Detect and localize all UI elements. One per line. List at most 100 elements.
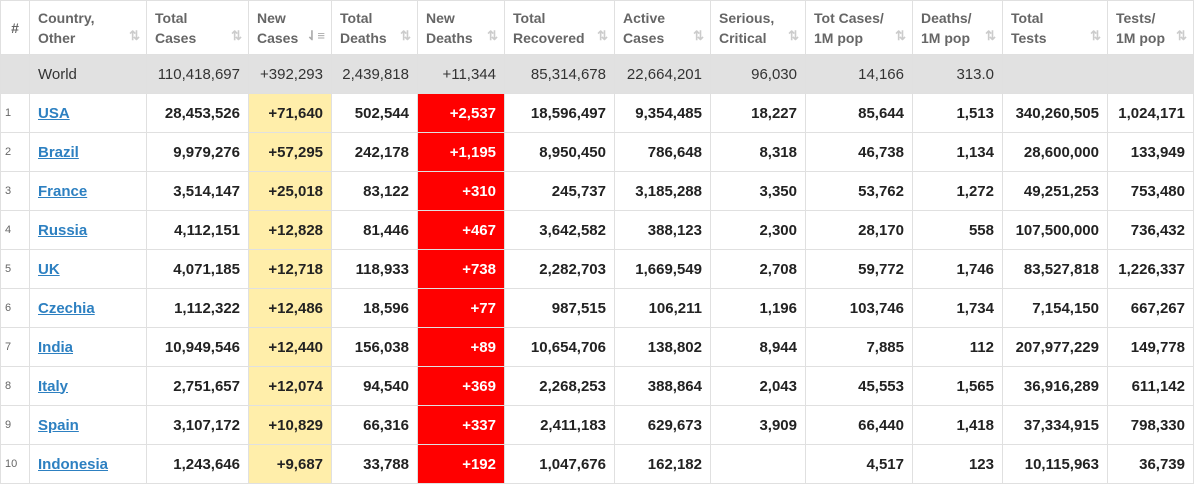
column-header-label: # [11, 19, 19, 36]
column-header-label: Active Cases [623, 9, 666, 46]
cell-serious-critical: 8,318 [710, 132, 806, 172]
country-link[interactable]: UK [38, 260, 60, 278]
sort-icon[interactable]: ⇅ [400, 28, 411, 43]
cell-active-cases: 388,864 [614, 366, 711, 406]
column-header-label: Tot Cases/1M pop [814, 9, 884, 46]
cell-serious-critical: 2,708 [710, 249, 806, 289]
sort-icon[interactable]: ⇅ [788, 28, 799, 43]
country-link[interactable]: Czechia [38, 299, 95, 317]
cell-total-tests: 7,154,150 [1002, 288, 1108, 328]
cell-total-recovered: 1,047,676 [504, 444, 615, 484]
sort-icon[interactable]: ⇅ [1176, 28, 1187, 43]
cell-total-cases: 110,418,697 [146, 54, 249, 94]
sort-icon[interactable]: ⇅ [231, 28, 242, 43]
cell-total-cases: 2,751,657 [146, 366, 249, 406]
column-header-label: New Cases [257, 9, 299, 46]
column-header-new-cases[interactable]: New Cases ⇃≡ [248, 0, 332, 55]
sort-icon[interactable]: ⇅ [693, 28, 704, 43]
cell-new-cases: +25,018 [248, 171, 332, 211]
cell-rank [0, 54, 30, 94]
column-header-total-recovered[interactable]: Total Recovered ⇅ [504, 0, 615, 55]
sort-icon[interactable]: ⇅ [1090, 28, 1101, 43]
country-link[interactable]: Indonesia [38, 455, 109, 473]
cell-total-deaths: 18,596 [331, 288, 418, 328]
cell-cases-per-1m: 14,166 [805, 54, 913, 94]
cell-total-cases: 28,453,526 [146, 93, 249, 133]
sort-icon[interactable]: ⇃≡ [306, 28, 325, 43]
cell-country: Russia [29, 210, 147, 250]
cell-total-deaths: 33,788 [331, 444, 418, 484]
cell-deaths-per-1m: 1,418 [912, 405, 1003, 445]
cell-cases-per-1m: 59,772 [805, 249, 913, 289]
column-header-deaths-per-1m[interactable]: Deaths/1M pop ⇅ [912, 0, 1003, 55]
cell-country: Brazil [29, 132, 147, 172]
column-header-total-cases[interactable]: Total Cases ⇅ [146, 0, 249, 55]
column-header-total-deaths[interactable]: Total Deaths ⇅ [331, 0, 418, 55]
cell-deaths-per-1m: 1,746 [912, 249, 1003, 289]
table-row: 4 Russia 4,112,151 +12,828 81,446 +467 3,642,5… [0, 210, 1194, 250]
column-header-cases-per-1m[interactable]: Tot Cases/1M pop ⇅ [805, 0, 913, 55]
cell-total-recovered: 8,950,450 [504, 132, 615, 172]
sort-icon[interactable]: ⇅ [985, 28, 996, 43]
cell-total-cases: 1,112,322 [146, 288, 249, 328]
column-header-tests-per-1m[interactable]: Tests/1M pop ⇅ [1107, 0, 1194, 55]
cell-cases-per-1m: 46,738 [805, 132, 913, 172]
cell-serious-critical: 3,350 [710, 171, 806, 211]
country-link[interactable]: France [38, 182, 88, 200]
cell-total-recovered: 245,737 [504, 171, 615, 211]
cell-tests-per-1m: 736,432 [1107, 210, 1194, 250]
sort-icon[interactable]: ⇅ [487, 28, 498, 43]
cell-serious-critical: 18,227 [710, 93, 806, 133]
cell-new-cases: +12,074 [248, 366, 332, 406]
country-link[interactable]: Brazil [38, 143, 79, 161]
cell-rank: 7 [0, 327, 30, 367]
cell-deaths-per-1m: 112 [912, 327, 1003, 367]
cell-new-deaths: +77 [417, 288, 505, 328]
column-header-total-tests[interactable]: Total Tests ⇅ [1002, 0, 1108, 55]
cell-country: World [29, 54, 147, 94]
cell-active-cases: 22,664,201 [614, 54, 711, 94]
column-header-active-cases[interactable]: Active Cases ⇅ [614, 0, 711, 55]
column-header-serious-critical[interactable]: Serious, Critical ⇅ [710, 0, 806, 55]
cell-country: UK [29, 249, 147, 289]
column-header-country[interactable]: Country, Other ⇅ [29, 0, 147, 55]
cell-total-cases: 3,514,147 [146, 171, 249, 211]
cell-total-cases: 1,243,646 [146, 444, 249, 484]
cell-serious-critical: 1,196 [710, 288, 806, 328]
sort-icon[interactable]: ⇅ [129, 28, 140, 43]
cell-total-cases: 3,107,172 [146, 405, 249, 445]
cell-new-cases: +71,640 [248, 93, 332, 133]
column-header-label: Total Cases [155, 9, 197, 46]
cell-serious-critical: 3,909 [710, 405, 806, 445]
cell-new-deaths: +2,537 [417, 93, 505, 133]
cell-total-deaths: 66,316 [331, 405, 418, 445]
country-link[interactable]: India [38, 338, 74, 356]
cell-total-deaths: 2,439,818 [331, 54, 418, 94]
table-row: 6 Czechia 1,112,322 +12,486 18,596 +77 987,515… [0, 288, 1194, 328]
column-header-new-deaths[interactable]: New Deaths ⇅ [417, 0, 505, 55]
column-header-label: Total Deaths [340, 9, 387, 46]
table-row: 9 Spain 3,107,172 +10,829 66,316 +337 2,411,18… [0, 405, 1194, 445]
world-row: World 110,418,697 +392,293 2,439,818 +11,344… [0, 54, 1194, 94]
cell-deaths-per-1m: 1,513 [912, 93, 1003, 133]
cell-serious-critical: 8,944 [710, 327, 806, 367]
cell-cases-per-1m: 28,170 [805, 210, 913, 250]
cell-tests-per-1m: 1,226,337 [1107, 249, 1194, 289]
cell-total-cases: 10,949,546 [146, 327, 249, 367]
cell-tests-per-1m: 798,330 [1107, 405, 1194, 445]
cell-deaths-per-1m: 1,134 [912, 132, 1003, 172]
country-link[interactable]: Spain [38, 416, 79, 434]
cell-total-deaths: 94,540 [331, 366, 418, 406]
sort-icon[interactable]: ⇅ [895, 28, 906, 43]
sort-icon[interactable]: ⇅ [597, 28, 608, 43]
cell-total-deaths: 118,933 [331, 249, 418, 289]
cell-serious-critical: 2,043 [710, 366, 806, 406]
cell-total-deaths: 242,178 [331, 132, 418, 172]
cell-new-deaths: +192 [417, 444, 505, 484]
cell-new-cases: +10,829 [248, 405, 332, 445]
country-link[interactable]: Italy [38, 377, 69, 395]
cell-tests-per-1m [1107, 54, 1194, 94]
country-link[interactable]: Russia [38, 221, 88, 239]
country-link[interactable]: USA [38, 104, 70, 122]
